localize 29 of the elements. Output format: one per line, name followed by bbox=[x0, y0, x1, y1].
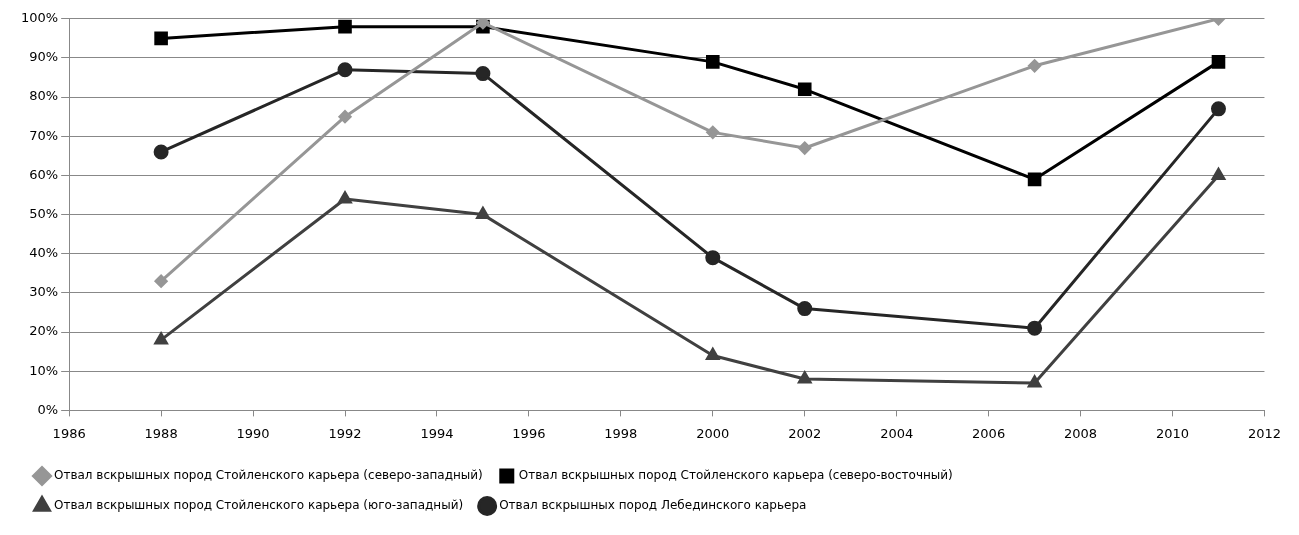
y-tick-label: 100% bbox=[20, 10, 59, 26]
legend-label: Отвал вскрышных пород Лебединского карьера bbox=[499, 498, 807, 513]
x-tick-label: 1994 bbox=[420, 425, 454, 441]
y-tick-label: 80% bbox=[29, 88, 59, 104]
x-tick-label: 1992 bbox=[328, 425, 362, 441]
x-tick-label: 1996 bbox=[512, 425, 546, 441]
x-tick-label: 2012 bbox=[1247, 425, 1281, 441]
y-tick-label: 40% bbox=[29, 245, 59, 261]
y-tick-label: 30% bbox=[29, 284, 59, 300]
x-tick-label: 2002 bbox=[788, 425, 822, 441]
x-tick-label: 1990 bbox=[236, 425, 270, 441]
x-tick-label: 1988 bbox=[144, 425, 178, 441]
x-tick-label: 1998 bbox=[604, 425, 638, 441]
y-tick-label: 0% bbox=[37, 401, 59, 417]
legend-label: Отвал вскрышных пород Стойленского карьера (северо-восточный) bbox=[518, 468, 953, 483]
legend-label: Отвал вскрышных пород Стойленского карьера (юго-западный) bbox=[54, 498, 464, 513]
y-tick-label: 60% bbox=[29, 166, 59, 182]
y-tick-label: 50% bbox=[29, 205, 59, 221]
x-tick-label: 1986 bbox=[52, 425, 86, 441]
y-tick-label: 20% bbox=[29, 323, 59, 339]
y-tick-label: 10% bbox=[29, 362, 59, 378]
legend-label: Отвал вскрышных пород Стойленского карьера (северо-западный) bbox=[54, 468, 483, 483]
x-tick-label: 2010 bbox=[1155, 425, 1190, 441]
y-tick-label: 90% bbox=[29, 49, 59, 65]
x-tick-label: 2008 bbox=[1064, 425, 1098, 441]
x-tick-label: 2006 bbox=[972, 425, 1006, 441]
x-tick-label: 2000 bbox=[696, 425, 730, 441]
x-tick-label: 2004 bbox=[880, 425, 914, 441]
y-tick-label: 70% bbox=[29, 127, 59, 143]
